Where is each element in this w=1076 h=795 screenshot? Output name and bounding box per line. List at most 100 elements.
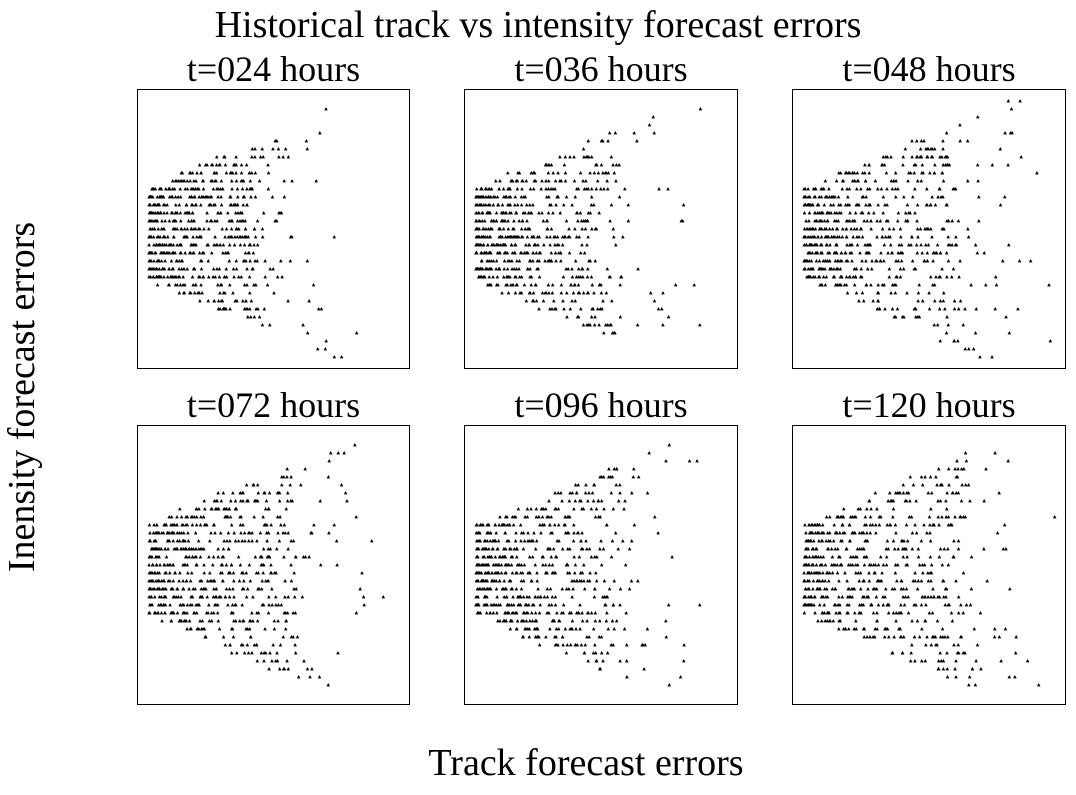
scatter-point xyxy=(899,251,903,255)
scatter-point xyxy=(241,571,245,575)
scatter-point xyxy=(852,267,857,271)
scatter-point xyxy=(664,619,668,623)
scatter-point xyxy=(849,227,854,231)
scatter-point xyxy=(509,547,513,551)
scatter-point xyxy=(863,179,868,183)
scatter-point xyxy=(191,219,196,223)
scatter-point xyxy=(802,259,806,263)
scatter-point xyxy=(276,619,280,623)
scatter-point xyxy=(602,579,607,583)
scatter-point xyxy=(570,491,575,495)
scatter-point xyxy=(225,515,229,519)
scatter-point xyxy=(924,603,928,607)
scatter-point xyxy=(264,579,268,583)
scatter-point xyxy=(997,491,1001,495)
scatter-point xyxy=(304,139,309,143)
scatter-point xyxy=(929,203,933,207)
scatter-point xyxy=(528,203,532,207)
scatter-point xyxy=(360,571,364,575)
scatter-point xyxy=(578,571,583,575)
scatter-point xyxy=(828,515,832,519)
scatter-point xyxy=(911,483,916,487)
scatter-point xyxy=(960,483,964,487)
scatter-point xyxy=(517,267,521,271)
scatter-point xyxy=(474,195,479,199)
scatter-point xyxy=(938,499,943,503)
scatter-point xyxy=(157,571,162,575)
scatter-point xyxy=(266,507,271,511)
scatter-point xyxy=(219,203,224,207)
scatter-point xyxy=(838,555,842,559)
scatter-point xyxy=(158,251,163,255)
scatter-point xyxy=(869,603,873,607)
scatter-point xyxy=(971,347,976,351)
scatter-point xyxy=(498,179,502,183)
scatter-point xyxy=(215,499,219,503)
scatter-point xyxy=(534,251,539,255)
scatter-point xyxy=(822,603,827,607)
scatter-point xyxy=(612,235,616,239)
scatter-point xyxy=(869,267,874,271)
scatter-point xyxy=(883,595,887,599)
scatter-point xyxy=(501,187,506,191)
scatter-point xyxy=(944,251,949,255)
scatter-point xyxy=(865,187,870,191)
axes-frame xyxy=(137,425,410,705)
scatter-point xyxy=(944,507,949,511)
scatter-point xyxy=(539,507,544,511)
scatter-point xyxy=(248,291,252,295)
scatter-point xyxy=(185,267,190,271)
scatter-point xyxy=(515,259,519,263)
scatter-point xyxy=(920,483,925,487)
scatter-point xyxy=(1013,675,1017,679)
scatter-point xyxy=(505,267,510,271)
scatter-point xyxy=(164,251,169,255)
scatter-point xyxy=(666,603,671,607)
scatter-point xyxy=(632,467,636,471)
scatter-point xyxy=(489,267,494,271)
scatter-point xyxy=(544,163,548,167)
scatter-point xyxy=(187,171,192,175)
scatter-point xyxy=(810,531,814,535)
scatter-point xyxy=(844,235,849,239)
scatter-point xyxy=(544,187,548,191)
scatter-point xyxy=(950,219,955,223)
scatter-point xyxy=(205,219,209,223)
scatter-point xyxy=(876,291,881,295)
scatter-point xyxy=(927,291,931,295)
scatter-point xyxy=(887,267,892,271)
scatter-point xyxy=(930,155,935,159)
scatter-point xyxy=(582,563,586,567)
scatter-point xyxy=(228,307,232,311)
scatter-point xyxy=(943,603,948,607)
scatter-point xyxy=(831,275,836,279)
scatter-point xyxy=(223,155,227,159)
scatter-point xyxy=(170,187,175,191)
scatter-point xyxy=(150,579,154,583)
scatter-point xyxy=(879,251,883,255)
scatter-point xyxy=(890,307,895,311)
scatter-point xyxy=(524,627,528,631)
scatter-point xyxy=(547,163,552,167)
scatter-point xyxy=(917,635,922,639)
scatter-point xyxy=(898,227,903,231)
scatter-point xyxy=(162,251,167,255)
scatter-point xyxy=(332,355,337,359)
scatter-point xyxy=(890,587,895,591)
scatter-point xyxy=(315,347,320,351)
scatter-point xyxy=(158,275,162,279)
scatter-point xyxy=(494,571,498,575)
scatter-point xyxy=(236,275,241,279)
scatter-point xyxy=(567,587,571,591)
scatter-point xyxy=(944,515,948,519)
scatter-point xyxy=(515,203,520,207)
scatter-point xyxy=(901,267,906,271)
scatter-point xyxy=(813,227,818,231)
scatter-point xyxy=(561,203,566,207)
scatter-point xyxy=(500,203,505,207)
scatter-point xyxy=(563,155,568,159)
scatter-point xyxy=(231,267,236,271)
scatter-point xyxy=(270,587,274,591)
scatter-point xyxy=(199,283,203,287)
scatter-point xyxy=(252,243,256,247)
